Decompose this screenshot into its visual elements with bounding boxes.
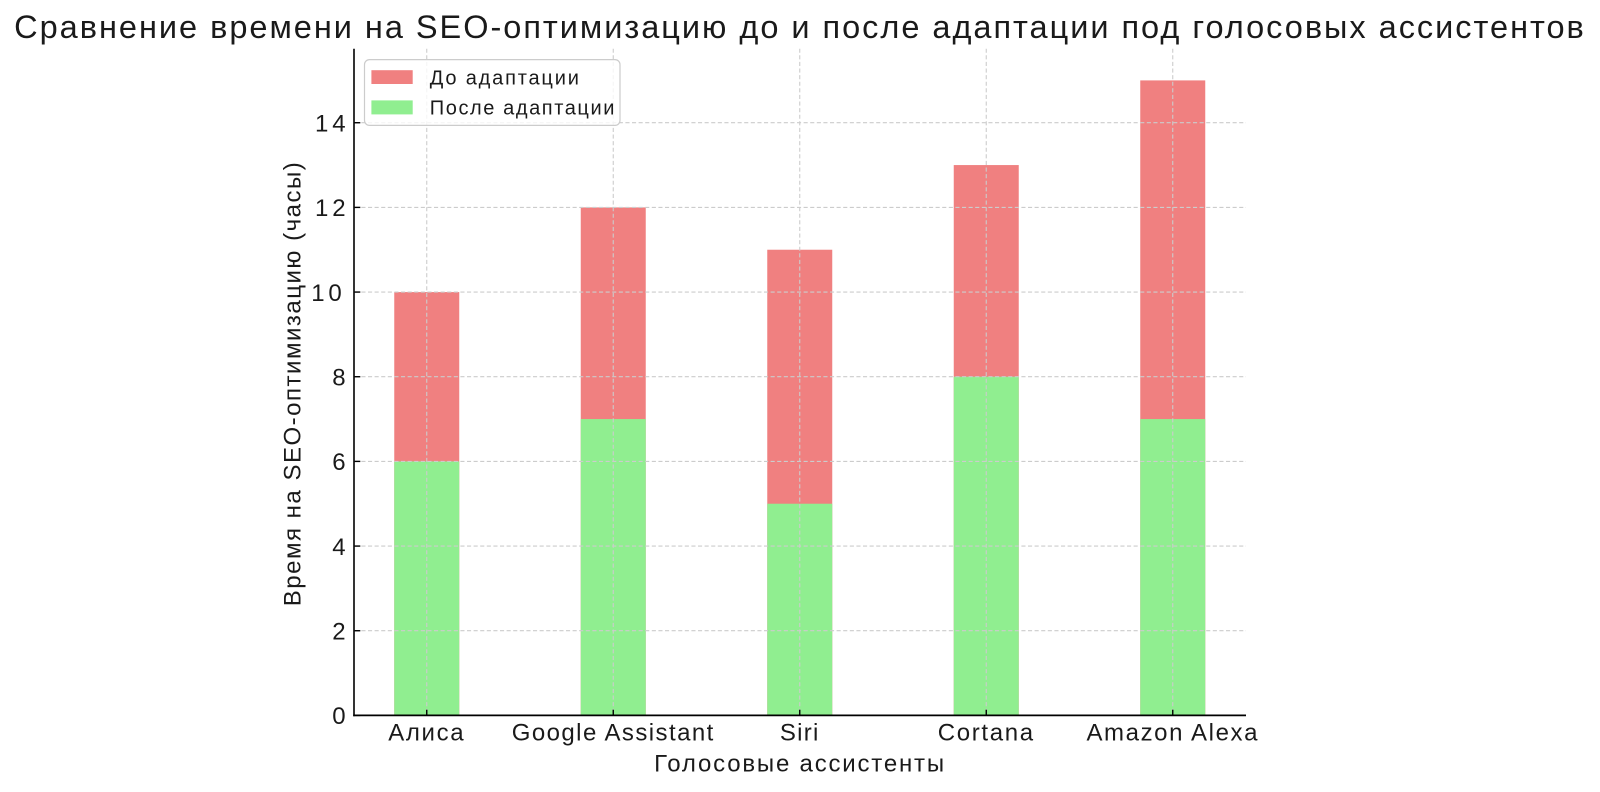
- svg-text:Время на SEO-оптимизацию (часы: Время на SEO-оптимизацию (часы): [279, 161, 306, 607]
- svg-text:Siri: Siri: [780, 720, 820, 747]
- svg-text:После адаптации: После адаптации: [430, 98, 616, 120]
- svg-text:До адаптации: До адаптации: [430, 67, 581, 89]
- svg-text:Google Assistant: Google Assistant: [512, 720, 715, 747]
- svg-text:10: 10: [311, 280, 345, 307]
- svg-text:Cortana: Cortana: [938, 720, 1035, 747]
- svg-text:4: 4: [332, 534, 345, 561]
- svg-text:Amazon Alexa: Amazon Alexa: [1086, 720, 1259, 747]
- svg-text:6: 6: [332, 449, 345, 476]
- svg-text:Алиса: Алиса: [388, 720, 465, 747]
- svg-text:12: 12: [315, 195, 349, 222]
- svg-text:0: 0: [332, 703, 345, 730]
- svg-text:8: 8: [332, 364, 345, 391]
- svg-text:Голосовые ассистенты: Голосовые ассистенты: [654, 750, 946, 777]
- svg-text:Сравнение времени на SEO-оптим: Сравнение времени на SEO-оптимизацию до …: [14, 9, 1586, 45]
- svg-text:2: 2: [332, 618, 345, 645]
- svg-text:14: 14: [315, 110, 349, 137]
